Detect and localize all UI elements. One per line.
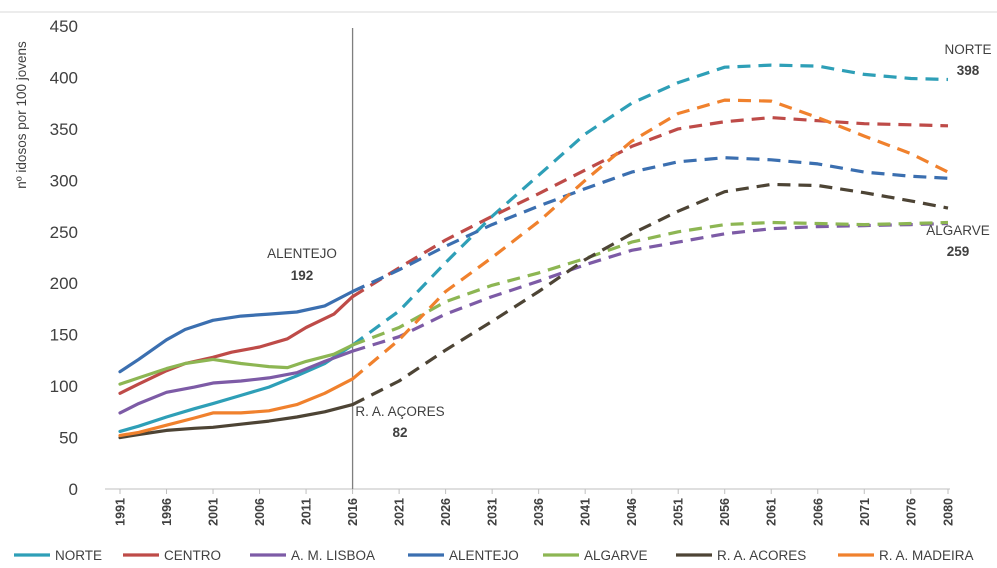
series-line-centro-projected: [351, 115, 949, 298]
series-line-r-a-a-ores-projected: [351, 182, 949, 407]
x-tick-label: 2056: [718, 498, 732, 526]
series-line-algarve-observed: [118, 343, 355, 386]
legend-label: R. A. ACORES: [717, 548, 806, 563]
series-line-r-a-madeira-projected: [351, 98, 949, 381]
annotation-value: 82: [392, 425, 407, 440]
x-tick-label: 2046: [625, 498, 639, 526]
x-axis: 1991 1996 2001 2006 2011 2016 2021 2026 2031 2036…: [105, 488, 956, 526]
series-line-alentejo-observed: [118, 289, 355, 374]
series-line-a-m-lisboa-projected: [352, 221, 949, 353]
series-layer: [118, 28, 949, 489]
legend: NORTE CENTRO A. M. LISBOA ALENTEJO ALGARVE R.…: [14, 548, 974, 563]
legend-label: ALENTEJO: [449, 548, 519, 563]
y-tick-label: 350: [50, 120, 78, 139]
series-line-r-a-a-ores-observed: [118, 403, 355, 440]
y-tick-label: 450: [50, 17, 78, 36]
x-tick-label: 2041: [579, 498, 593, 526]
x-tick-label: 2066: [811, 498, 825, 526]
annotation-layer: ALENTEJO 192 R. A. AÇORES 82 NORTE 398 ALGARVE…: [267, 42, 991, 440]
x-tick-label: 2031: [486, 498, 500, 526]
x-tick-label: 1996: [160, 498, 174, 526]
annotation-label: R. A. AÇORES: [355, 404, 444, 419]
y-tick-label: 0: [69, 480, 78, 499]
series-line-a-m-lisboa-observed: [118, 349, 355, 415]
series-line-norte-projected: [351, 63, 949, 347]
legend-label: NORTE: [55, 548, 102, 563]
legend-label: R. A. MADEIRA: [879, 548, 974, 563]
annotation-value: 398: [957, 63, 980, 78]
x-tick-label: 2016: [346, 498, 360, 526]
annotation-value: 192: [291, 268, 314, 283]
legend-label: CENTRO: [164, 548, 221, 563]
y-axis-label: nº idosos por 100 jovens: [14, 41, 29, 189]
y-tick-label: 300: [50, 171, 78, 190]
series-line-centro-observed: [118, 295, 355, 395]
series-line-r-a-madeira-observed: [118, 377, 355, 438]
x-tick-label: 2080: [942, 498, 956, 526]
x-tick-label: 2076: [904, 498, 918, 526]
y-tick-label: 150: [50, 326, 78, 345]
y-tick-label: 400: [50, 68, 78, 87]
series-line-algarve-projected: [352, 220, 949, 347]
x-tick-label: 2051: [672, 498, 686, 526]
x-tick-label: 1991: [114, 498, 128, 526]
legend-label: ALGARVE: [584, 548, 648, 563]
y-axis: 0 50 100 150 200 250 300 350 400 450: [50, 17, 78, 499]
series-line-alentejo-projected: [351, 156, 949, 293]
y-tick-label: 100: [50, 377, 78, 396]
y-tick-label: 50: [59, 429, 78, 448]
x-tick-label: 2026: [439, 498, 453, 526]
annotation-label: ALENTEJO: [267, 246, 337, 261]
x-tick-label: 2036: [532, 498, 546, 526]
annotation-label: ALGARVE: [926, 223, 990, 238]
legend-label: A. M. LISBOA: [291, 548, 375, 563]
x-tick-label: 2021: [393, 498, 407, 526]
x-tick-label: 2061: [765, 498, 779, 526]
series-line-norte-observed: [118, 343, 355, 433]
x-tick-label: 2071: [858, 498, 872, 526]
x-tick-label: 2006: [253, 498, 267, 526]
x-tick-label: 2001: [207, 498, 221, 526]
annotation-label: NORTE: [944, 42, 991, 57]
x-tick-label: 2011: [300, 498, 314, 525]
y-tick-label: 200: [50, 274, 78, 293]
y-tick-label: 250: [50, 223, 78, 242]
annotation-value: 259: [947, 244, 970, 259]
